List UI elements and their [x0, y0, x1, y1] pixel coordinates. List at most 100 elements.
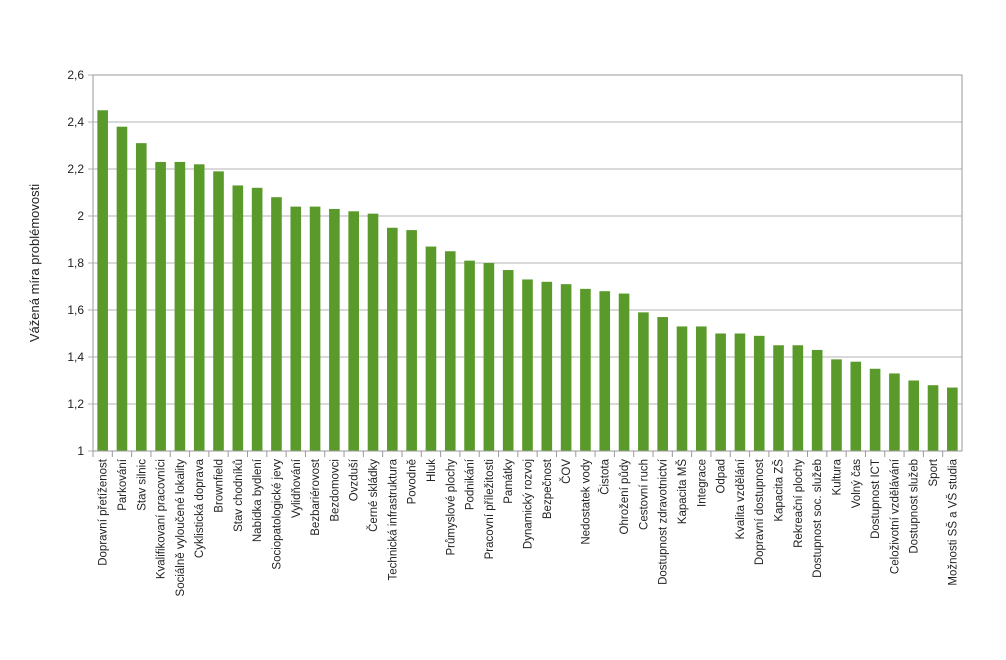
x-tick-label: Bezpečnost: [542, 458, 554, 519]
bar: [290, 206, 302, 451]
bar: [599, 291, 611, 451]
y-tick-label: 2,2: [67, 162, 84, 176]
bar: [425, 246, 437, 451]
x-tick-label: Černé skládky: [367, 459, 380, 532]
x-tick-label: Sociálně vyloučené lokality: [175, 459, 187, 597]
y-tick-label: 1,8: [67, 256, 84, 270]
bar: [908, 380, 920, 451]
bar: [889, 373, 900, 451]
bars: [97, 110, 958, 452]
bar: [927, 385, 939, 451]
x-tick-label: Celoživotní vzdělávání: [889, 458, 901, 574]
bar: [116, 126, 128, 451]
bar: [464, 260, 475, 451]
bar: [715, 333, 726, 451]
bar: [522, 279, 533, 451]
y-tick-label: 1,2: [67, 397, 84, 411]
x-tick-label: Bezdomovci: [329, 459, 341, 522]
bar: [657, 317, 668, 451]
bar: [329, 208, 340, 451]
x-tick-label: Povodně: [407, 459, 419, 504]
x-tick-label: ČOV: [560, 459, 573, 484]
y-tick-label: 2,4: [67, 115, 84, 129]
y-tick-label: 1,4: [67, 350, 84, 364]
x-tick-label: Nabídka bydlení: [252, 458, 264, 542]
y-tick-label: 1: [77, 444, 84, 458]
x-tick-label: Památky: [503, 459, 515, 504]
x-tick-label: Možnosti SŠ a VŠ studia: [946, 458, 959, 585]
bar: [271, 197, 282, 451]
x-tick-label: Vylidňování: [291, 458, 303, 518]
bar: [869, 368, 881, 451]
x-tick-label: Pracovní příležitosti: [484, 459, 496, 559]
bar: [560, 284, 572, 451]
bar: [850, 361, 862, 451]
bar: [695, 326, 707, 451]
x-tick-label: Parkování: [117, 458, 129, 511]
bar: [97, 110, 108, 451]
bar: [638, 312, 649, 451]
x-tick-label: Stav silnic: [136, 459, 148, 511]
x-tick-label: Kapacita ZŠ: [773, 459, 786, 522]
bar: [309, 206, 321, 451]
x-tick-label: Technická infrastruktura: [387, 458, 399, 580]
bar: [367, 213, 379, 451]
bar: [618, 293, 630, 451]
x-tick-label: Integrace: [696, 459, 708, 507]
y-axis-ticks: 1 1,2 1,4 1,6 1,8 2 2,2 2,4 2,6: [67, 68, 84, 458]
bar: [773, 345, 784, 451]
x-tick-label: Průmyslové plochy: [445, 459, 457, 556]
x-tick-label: Hluk: [426, 459, 438, 482]
bar: [676, 326, 688, 451]
bar: [734, 333, 746, 451]
x-tick-label: Odpad: [716, 459, 728, 494]
bar: [406, 230, 417, 451]
bar: [155, 161, 166, 451]
x-tick-label: Ohrožení půdy: [619, 459, 631, 535]
plot-frame: [92, 74, 963, 452]
x-tick-label: Dostupnost ICT: [870, 459, 882, 539]
bar: [251, 187, 263, 452]
bar: [580, 288, 591, 451]
bar: [135, 143, 147, 451]
x-tick-label: Sport: [928, 458, 940, 486]
x-tick-label: Rekreační plochy: [793, 459, 805, 548]
x-tick-label: Dynamický rozvoj: [523, 459, 535, 549]
x-tick-label: Dostupnost soc. služeb: [812, 459, 824, 578]
x-tick-label: Sociopatologické jevy: [271, 459, 283, 570]
x-tick-label: Dostupnost zdravotnictví: [658, 458, 670, 585]
bar: [213, 171, 224, 451]
bar: [831, 359, 842, 451]
bar: [811, 349, 823, 451]
x-tick-label: Bezbariérovost: [310, 458, 322, 536]
bar: [947, 387, 958, 451]
x-tick-label: Čistota: [599, 458, 612, 494]
y-tick-label: 2: [77, 209, 84, 223]
x-tick-label: Kapacita MŠ: [676, 459, 689, 525]
bar: [483, 263, 495, 451]
x-tick-label: Kultura: [831, 458, 843, 495]
bar: [232, 185, 244, 451]
x-tick-label: Cyklistická doprava: [194, 458, 206, 558]
x-tick-label: Volný čas: [851, 459, 863, 508]
x-tick-label: Nedostatek vody: [580, 459, 592, 545]
y-axis-label: Vážená míra problémovosti: [27, 184, 42, 342]
bar: [753, 335, 765, 451]
bar: [792, 345, 804, 451]
x-tick-label: Dostupnost služeb: [909, 459, 921, 554]
bar: [387, 227, 398, 451]
x-axis-ticks: Dopravní přetíženost Parkování Stav silnic…: [92, 451, 959, 597]
x-tick-label: Ovzduší: [349, 458, 361, 501]
x-tick-label: Stav chodníků: [233, 459, 245, 532]
x-tick-label: Kvalita vzdělání: [735, 458, 747, 539]
bar: [541, 281, 553, 451]
y-tick-label: 2,6: [67, 68, 84, 82]
x-tick-label: Podnikání: [465, 458, 477, 510]
bar: [348, 211, 360, 451]
x-tick-label: Dopravní dostupnost: [754, 458, 766, 565]
bar: [502, 270, 514, 451]
y-tick-label: 1,6: [67, 303, 84, 317]
bar: [444, 251, 456, 451]
x-tick-label: Cestovní ruch: [638, 459, 650, 530]
